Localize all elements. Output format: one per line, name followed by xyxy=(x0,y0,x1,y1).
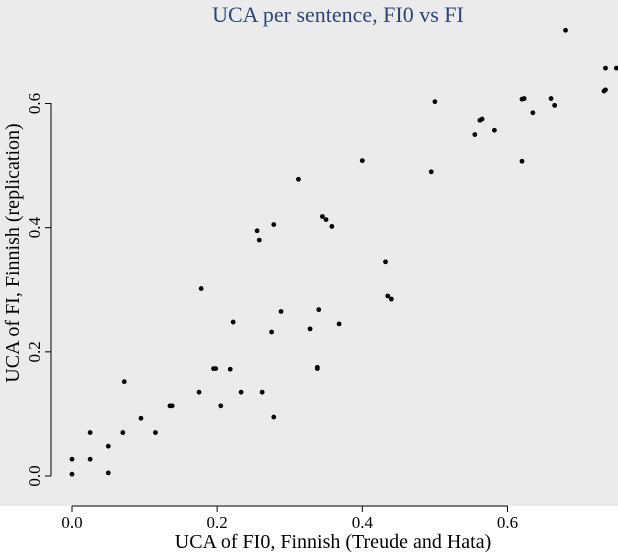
data-point xyxy=(105,470,111,476)
data-point xyxy=(385,293,391,299)
data-point xyxy=(269,329,274,335)
data-point xyxy=(259,389,265,395)
data-point xyxy=(196,389,202,395)
data-point xyxy=(336,321,342,327)
data-point xyxy=(432,99,438,105)
data-point xyxy=(227,366,233,372)
data-point xyxy=(218,403,224,409)
data-point xyxy=(492,127,497,133)
y-axis-ticks: 0.0 0.2 0.4 0.6 xyxy=(25,93,51,487)
x-tick-label: 0.6 xyxy=(497,513,518,532)
data-points xyxy=(69,27,618,477)
data-point xyxy=(278,309,284,314)
data-point xyxy=(519,158,525,164)
data-point xyxy=(472,132,478,137)
data-point xyxy=(323,217,329,223)
y-tick-label: 0.4 xyxy=(25,217,44,239)
data-point xyxy=(479,116,485,122)
x-tick-label: 0.4 xyxy=(352,513,374,532)
data-point xyxy=(329,224,335,229)
data-point xyxy=(256,237,262,243)
data-point xyxy=(548,96,554,101)
y-tick-label: 0.6 xyxy=(25,93,44,114)
data-point xyxy=(198,286,204,291)
plot-area xyxy=(0,0,618,506)
data-point xyxy=(388,296,394,302)
data-point xyxy=(138,415,144,421)
data-point xyxy=(521,96,527,101)
data-point xyxy=(383,259,388,265)
data-point xyxy=(603,87,608,93)
data-point xyxy=(603,65,608,71)
x-tick-label: 0.2 xyxy=(207,513,228,532)
chart-title: UCA per sentence, FI0 vs FI xyxy=(212,2,464,27)
data-point xyxy=(316,307,322,313)
data-point xyxy=(296,176,301,182)
data-point xyxy=(169,403,175,409)
data-point xyxy=(552,102,558,108)
data-point xyxy=(271,222,277,227)
data-point xyxy=(359,158,365,164)
data-point xyxy=(238,389,244,395)
x-axis-title: UCA of FI0, Finnish (Treude and Hata) xyxy=(175,531,491,553)
y-tick-label: 0.2 xyxy=(25,341,44,362)
data-point xyxy=(320,214,325,219)
data-point xyxy=(530,110,536,116)
data-point xyxy=(613,65,618,71)
data-point xyxy=(271,414,277,420)
y-tick-label: 0.0 xyxy=(25,465,44,486)
data-point xyxy=(69,471,75,477)
data-point xyxy=(121,379,127,385)
data-point xyxy=(428,169,434,175)
data-point xyxy=(105,443,111,449)
y-axis-title: UCA of FI, Finnish (replication) xyxy=(2,123,24,382)
data-point xyxy=(213,366,219,372)
data-point xyxy=(230,319,236,325)
x-axis-ticks: 0.0 0.2 0.4 0.6 xyxy=(61,506,518,532)
data-point xyxy=(120,430,126,435)
data-point xyxy=(563,27,568,33)
data-point xyxy=(87,456,93,462)
x-tick-label: 0.0 xyxy=(61,513,82,532)
data-point xyxy=(307,326,313,332)
data-point xyxy=(254,228,260,234)
data-point xyxy=(87,430,93,435)
data-point xyxy=(314,364,320,370)
data-point xyxy=(69,456,75,462)
data-point xyxy=(153,430,158,435)
